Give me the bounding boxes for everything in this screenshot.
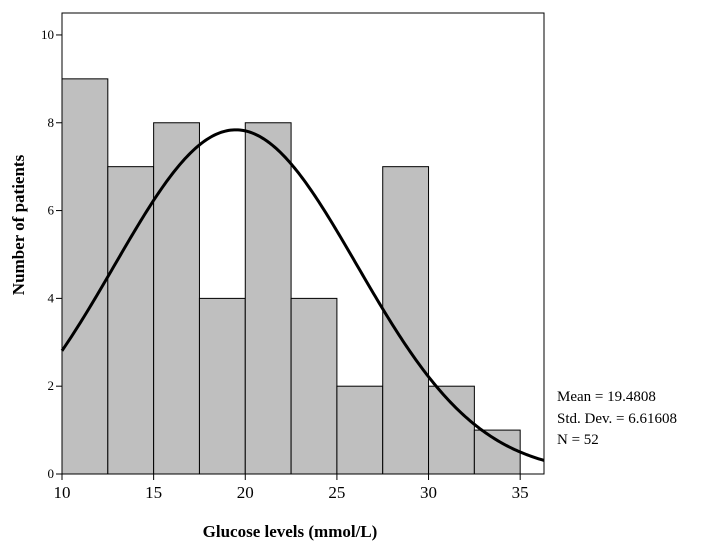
y-axis-title: Number of patients (9, 154, 28, 295)
stats-mean: Mean = 19.4808 (557, 389, 656, 405)
stats-std-dev: Std. Dev. = 6.61608 (557, 411, 677, 427)
x-tick-label-25: 25 (328, 483, 345, 502)
histogram-bar-8 (428, 385, 475, 475)
plot-frame (61, 12, 545, 475)
histogram-bar-5 (290, 297, 338, 475)
histogram-bar-9 (473, 429, 521, 475)
histogram-bar-6 (336, 385, 384, 475)
stats-n: N = 52 (557, 432, 599, 448)
histogram-bar-1 (107, 166, 155, 475)
y-tick-label-0: 0 (48, 466, 55, 481)
x-tick-label-30: 30 (420, 483, 437, 502)
x-tick-label-20: 20 (237, 483, 254, 502)
x-axis-title: Glucose levels (mmol/L) (203, 522, 378, 541)
normal-curve (60, 128, 545, 462)
histogram-bar-0 (61, 78, 109, 475)
y-tick-label-2: 2 (48, 378, 55, 393)
histogram-bar-3 (198, 297, 246, 475)
histogram-bar-2 (153, 122, 200, 475)
y-tick-label-6: 6 (48, 203, 55, 218)
y-axis: 0 2 4 6 8 10 (41, 27, 62, 481)
y-tick-label-8: 8 (48, 115, 55, 130)
x-tick-label-15: 15 (145, 483, 162, 502)
bars-layer (61, 78, 521, 475)
histogram-bar-4 (244, 122, 292, 475)
x-axis: 10 15 20 25 30 35 (54, 474, 529, 502)
y-tick-label-10: 10 (41, 27, 54, 42)
x-tick-label-10: 10 (54, 483, 71, 502)
stats-block: Mean = 19.4808 Std. Dev. = 6.61608 N = 5… (557, 389, 677, 448)
x-tick-label-35: 35 (512, 483, 529, 502)
y-tick-label-4: 4 (48, 290, 55, 305)
